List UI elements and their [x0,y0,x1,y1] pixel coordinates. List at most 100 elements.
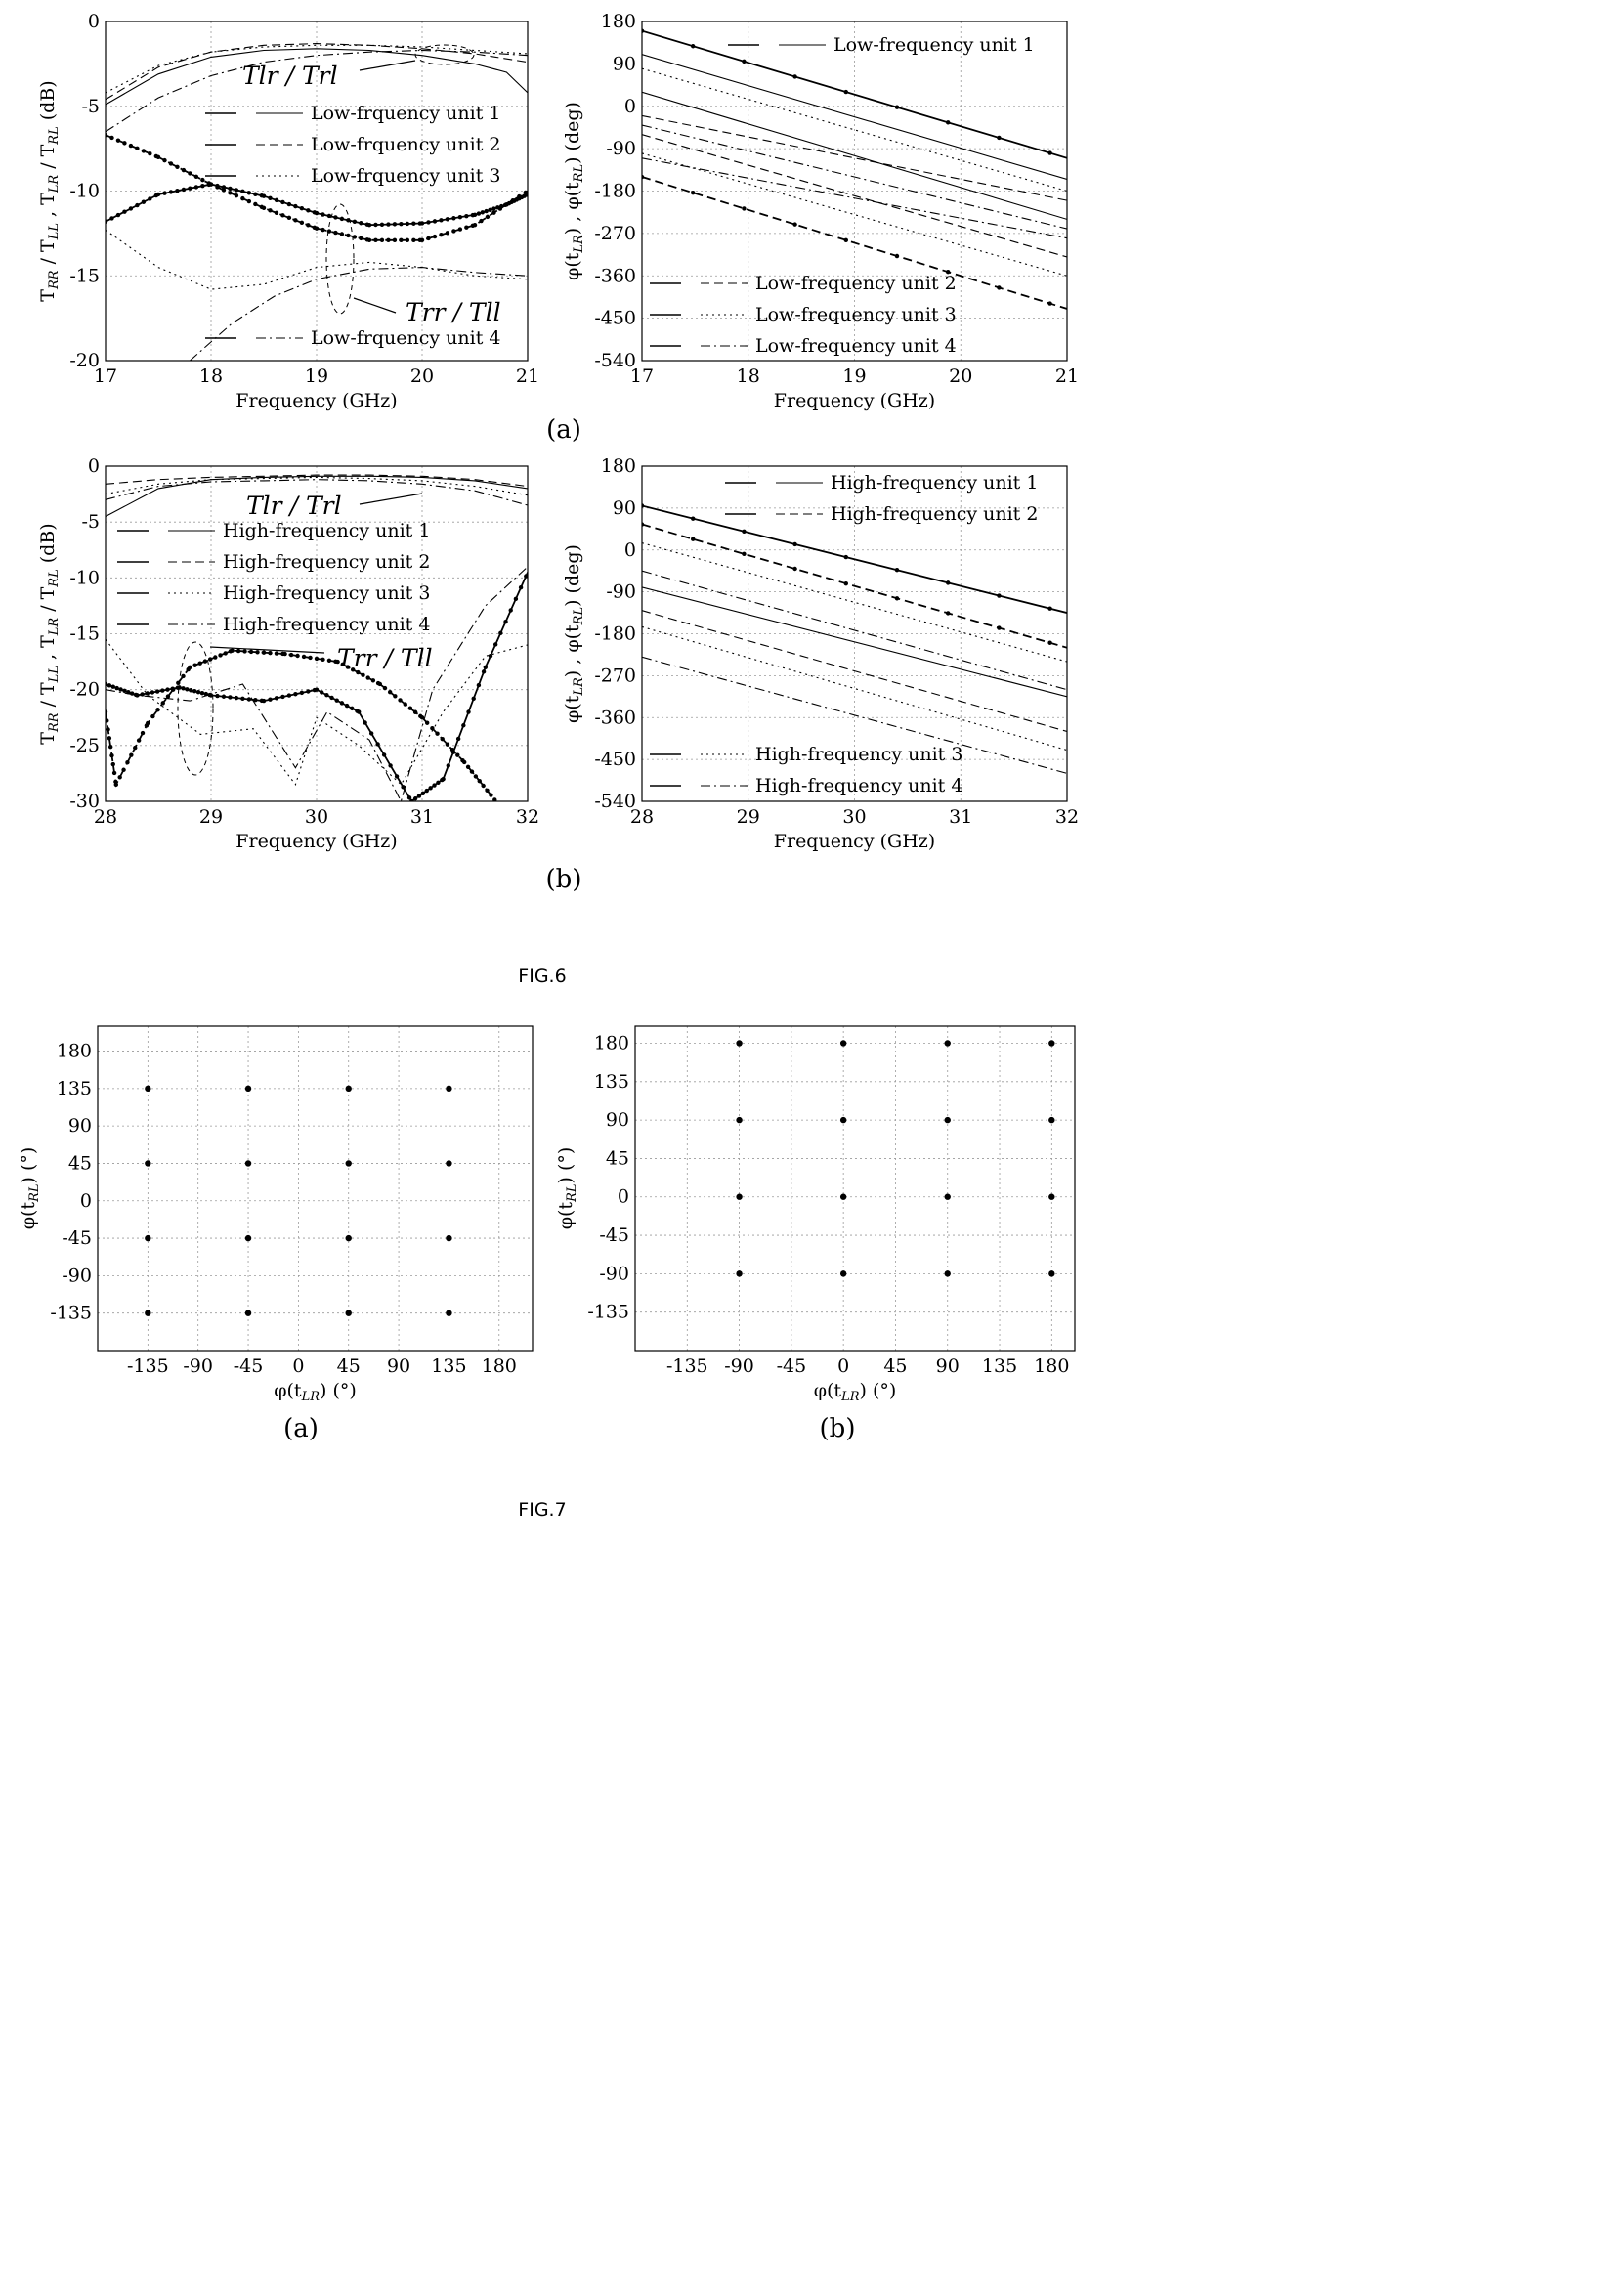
series-marker [742,551,747,557]
x-tick-label: 32 [1055,806,1079,828]
series-marker [480,210,485,215]
scatter-point [145,1160,151,1167]
y-tick-label: -5 [81,511,100,533]
series-marker [492,642,498,647]
series-marker [894,568,900,573]
y-tick-label: 90 [613,497,636,519]
y-tick-label: -25 [69,735,100,756]
y-axis-label: φ(tLR) , φ(tRL) (deg) [562,102,586,280]
series-marker [997,285,1002,290]
series-marker [175,189,180,193]
series-marker [228,191,233,195]
x-tick-label: 29 [199,806,223,828]
series-line-1 [106,475,528,517]
series-marker [299,220,305,226]
series-marker [436,780,441,785]
series-marker [1047,640,1052,645]
series-marker [412,796,418,801]
scatter-point [345,1160,352,1167]
legend-label: High-frequency unit 4 [755,775,962,796]
series-marker [642,503,645,508]
series-marker [199,690,205,696]
series-marker [128,143,134,149]
series-marker [510,198,516,203]
series-marker [106,718,109,723]
series-marker [115,212,121,218]
annotation-arrow [353,297,397,314]
series-marker [642,522,645,527]
series-marker [221,188,227,193]
series-marker [352,235,358,239]
series-marker [946,611,951,616]
series-marker [504,202,509,207]
y-tick-label: -135 [50,1303,92,1324]
y-axis-label: TRR / TLL , TLR / TRL (dB) [37,523,62,744]
y-tick-label: -30 [69,791,100,812]
x-tick-label: 17 [630,365,654,387]
series-marker [339,701,345,706]
series-marker [333,215,338,220]
series-marker [430,726,435,731]
series-marker [181,686,186,691]
annotation-arrow [359,493,423,505]
series-marker [339,216,345,222]
series-marker [109,752,114,758]
series-marker [524,574,528,579]
series-marker [368,731,374,736]
series-marker [165,687,170,692]
series-marker [148,150,152,156]
series-marker [188,665,192,669]
series-marker [188,186,192,191]
series-marker [293,203,298,209]
series-marker [997,625,1002,630]
series-marker [792,541,797,547]
x-tick-label: 45 [883,1355,907,1377]
y-tick-label: 180 [594,1032,629,1053]
series-marker [476,682,482,688]
series-group [642,503,1067,774]
series-marker [135,146,140,150]
series-marker [517,193,522,199]
series-marker [373,237,378,243]
series-marker [398,698,403,703]
series-marker [439,218,444,223]
x-tick-label: 18 [737,365,760,387]
series-marker [379,222,385,227]
y-tick-label: 45 [606,1147,629,1169]
x-axis-label: Frequency (GHz) [774,831,935,852]
series-line-4 [642,114,1067,201]
annotation-ellipse [414,44,475,65]
legend-label: Low-frequency unit 4 [755,335,957,357]
series-marker [742,529,747,534]
series-marker [246,198,252,204]
series-marker [843,554,848,560]
series-marker [691,516,696,521]
x-tick-label: 135 [982,1355,1017,1377]
series-marker [997,135,1002,141]
series-marker [202,659,208,664]
x-tick-label: 31 [949,806,972,828]
legend-label: Low-frquency unit 4 [311,327,500,349]
legend-label: High-frequency unit 3 [755,744,962,765]
series-marker [215,185,220,190]
series-line-1 [642,504,1067,614]
series-marker [403,702,407,707]
series-marker [946,580,951,585]
series-marker [461,723,466,728]
y-tick-label: 90 [606,1109,629,1131]
series-marker [457,215,463,220]
series-marker [432,219,438,224]
scatter-point [1048,1193,1055,1200]
series-marker [185,687,190,692]
series-marker [122,209,127,214]
x-tick-label: 28 [94,806,117,828]
legend-label: Low-frquency unit 3 [311,165,500,187]
series-marker [334,698,339,703]
x-tick-label: -135 [666,1355,708,1377]
y-tick-label: -15 [69,623,100,645]
scatter-point [736,1270,743,1277]
series-marker [155,708,160,712]
series-marker [150,713,155,719]
legend-label: High-frequency unit 2 [223,551,430,573]
series-marker [122,688,127,694]
